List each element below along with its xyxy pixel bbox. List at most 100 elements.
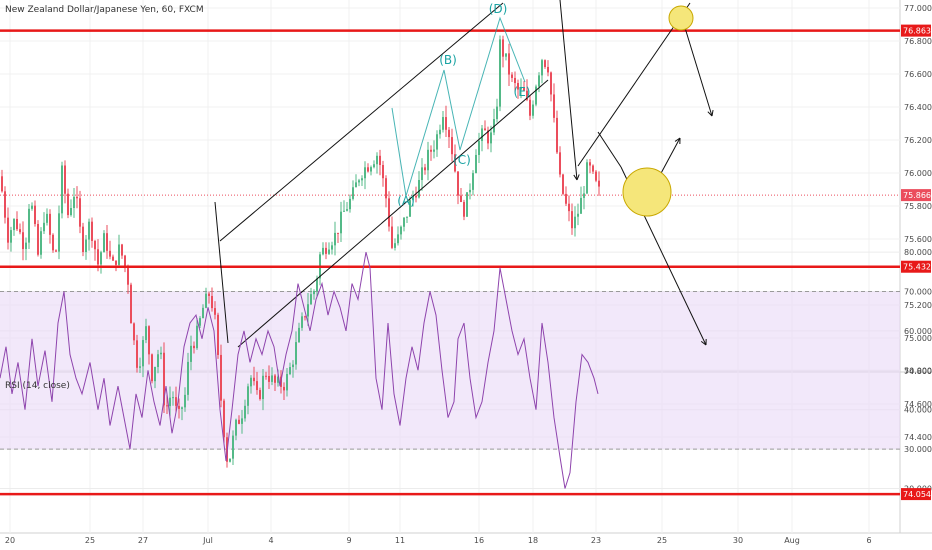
candle-body: [505, 53, 507, 57]
candle-body: [16, 218, 18, 230]
candle-body: [130, 284, 132, 324]
wave-label: (B): [439, 53, 457, 67]
candle-body: [121, 244, 123, 256]
price-tick-label: 75.000: [904, 334, 932, 343]
drawn-trend-line: [681, 17, 713, 117]
candle-body: [184, 394, 186, 408]
candle-body: [337, 232, 339, 234]
candle-body: [277, 376, 279, 383]
wave-label: (D): [489, 2, 508, 16]
candle-body: [136, 340, 138, 368]
drawn-trend-line: [237, 79, 549, 348]
candle-body: [211, 295, 213, 309]
candle-body: [61, 165, 63, 214]
candle-body: [433, 149, 435, 152]
candle-body: [301, 316, 303, 328]
candle-body: [550, 72, 552, 95]
candle-body: [325, 247, 327, 254]
wave-label: (A): [397, 194, 415, 208]
candle-body: [166, 405, 168, 407]
candle-body: [418, 179, 420, 198]
candle-body: [460, 195, 462, 202]
candle-body: [496, 106, 498, 120]
candle-body: [247, 386, 249, 406]
candle-body: [154, 367, 156, 382]
candle-body: [595, 171, 597, 181]
time-tick-label: 6: [866, 536, 871, 545]
candle-body: [541, 60, 543, 76]
candle-body: [490, 132, 492, 144]
price-tick-label: 77.000: [904, 4, 932, 13]
candle-body: [346, 209, 348, 211]
candle-body: [70, 207, 72, 216]
candle-body: [244, 405, 246, 419]
candle-body: [193, 345, 195, 349]
time-tick-label: 25: [657, 536, 667, 545]
candle-body: [559, 152, 561, 175]
candle-body: [598, 180, 600, 187]
candle-body: [511, 74, 513, 78]
candle-body: [25, 242, 27, 250]
candle-body: [259, 390, 261, 400]
candle-body: [286, 374, 288, 391]
candle-body: [535, 86, 537, 105]
wave-connector: [391, 16, 526, 197]
candle-body: [478, 141, 480, 155]
price-tick-label: 76.200: [904, 136, 932, 145]
candle-body: [220, 354, 222, 401]
current-price-tag: 75.866: [903, 191, 931, 200]
candle-body: [265, 375, 267, 377]
candle-body: [13, 218, 15, 231]
candle-body: [67, 193, 69, 216]
candle-body: [523, 88, 525, 91]
candle-body: [217, 314, 219, 355]
candle-body: [109, 250, 111, 257]
candle-body: [52, 234, 54, 251]
price-level-tag-bg: [901, 488, 931, 501]
time-tick-label: Jul: [202, 536, 213, 545]
candle-body: [562, 174, 564, 194]
price-tick-label: 74.600: [904, 400, 932, 409]
candle-body: [547, 66, 549, 73]
price-level-tag-bg: [901, 260, 931, 273]
axis-layer: 74.400 74.600 74.800 75.000 75.200 75.600 75.8…: [5, 4, 932, 545]
candle-body: [382, 164, 384, 179]
candle-body: [469, 189, 471, 193]
candle-body: [262, 375, 264, 400]
candle-body: [370, 167, 372, 172]
candle-body: [322, 247, 324, 255]
candle-body: [406, 216, 408, 218]
candle-body: [238, 419, 240, 424]
time-tick-label: 16: [474, 536, 484, 545]
candle-body: [235, 419, 237, 436]
candle-body: [151, 354, 153, 382]
time-tick-label: 20: [5, 536, 15, 545]
arrow-head: [674, 137, 681, 145]
price-tick-label: 75.800: [904, 202, 932, 211]
candle-body: [556, 117, 558, 153]
candle-body: [76, 196, 78, 199]
candle-body: [508, 53, 510, 75]
drawn-trend-line: [219, 2, 504, 242]
time-tick-label: Aug: [784, 536, 800, 545]
price-level-tag: 75.432: [903, 263, 931, 272]
drawn-trend-line: [597, 131, 622, 168]
price-tick-label: 74.400: [904, 433, 932, 442]
candle-body: [544, 60, 546, 67]
candle-body: [46, 213, 48, 223]
candle-body: [19, 229, 21, 233]
candle-body: [373, 164, 375, 168]
candle-body: [283, 386, 285, 391]
time-tick-label: 11: [395, 536, 405, 545]
arrow-head: [707, 110, 714, 117]
candle-body: [289, 367, 291, 375]
candle-body: [355, 182, 357, 188]
candle-body: [79, 198, 81, 227]
candle-body: [160, 352, 162, 355]
candle-body: [427, 149, 429, 171]
candle-body: [403, 217, 405, 227]
candle-body: [571, 211, 573, 229]
price-level-tag: 76.863: [903, 27, 931, 36]
candle-body: [298, 327, 300, 343]
